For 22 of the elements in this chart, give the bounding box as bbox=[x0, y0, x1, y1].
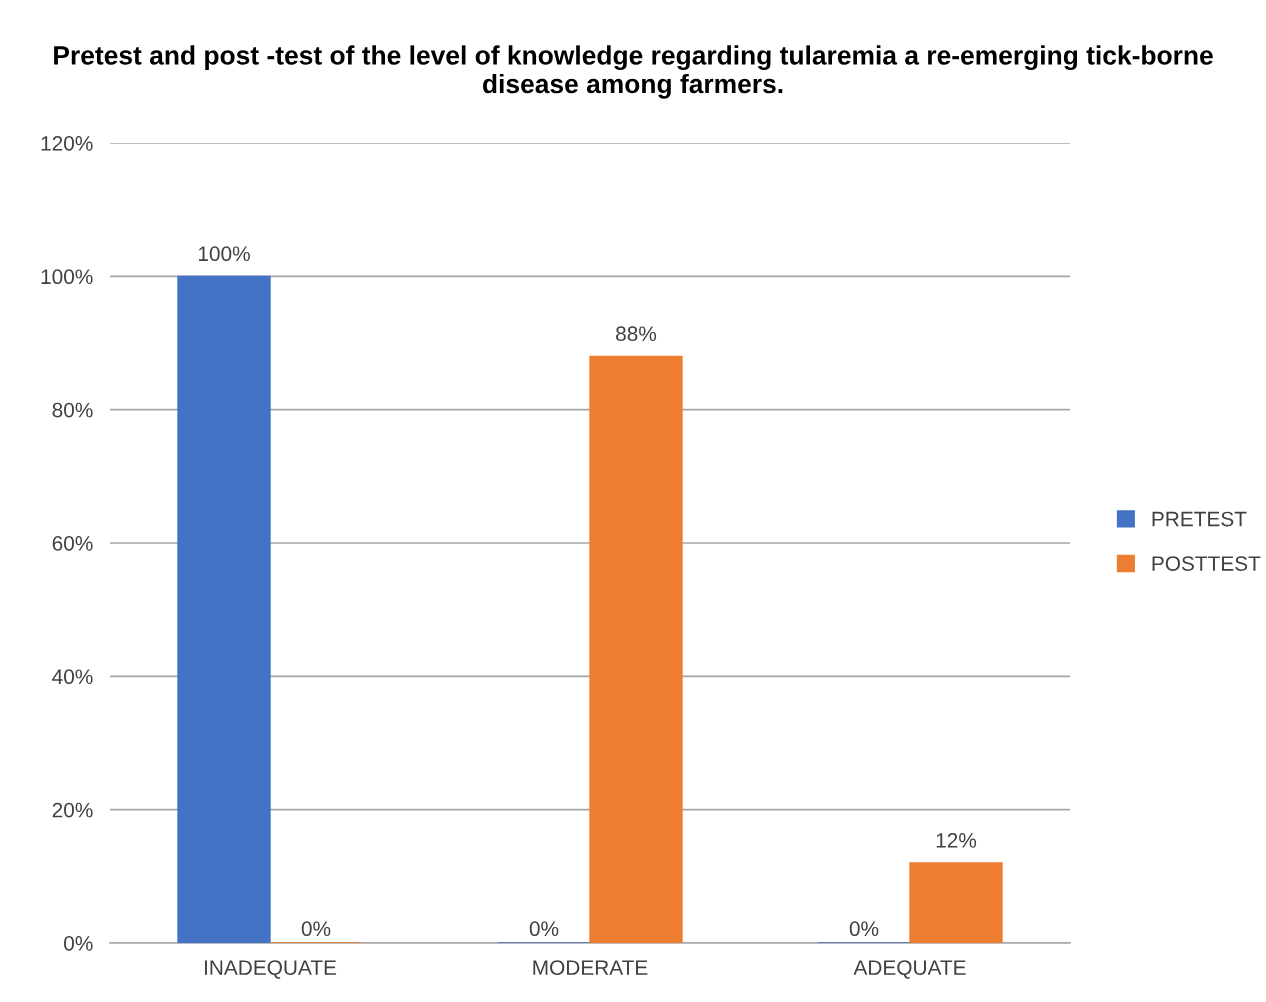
y-tick-label: 100% bbox=[41, 269, 93, 285]
x-tick-label: ADEQUATE bbox=[853, 960, 966, 979]
chart-title: Pretest and post -test of the level of knowledge regarding tularemia a re-emerging tick-borne disease among farmers. bbox=[54, 45, 1213, 99]
y-tick-label: 40% bbox=[52, 669, 93, 685]
y-tick-label: 60% bbox=[52, 536, 93, 551]
bar bbox=[177, 275, 271, 943]
data-label: 100% bbox=[198, 246, 250, 262]
data-label: 12% bbox=[936, 833, 977, 848]
bar bbox=[589, 355, 683, 943]
data-label: 0% bbox=[529, 921, 559, 937]
x-tick-label: INADEQUATE bbox=[204, 960, 337, 979]
y-tick-label: 20% bbox=[52, 802, 93, 818]
bar bbox=[909, 862, 1003, 943]
data-label: 88% bbox=[616, 326, 657, 342]
legend-label: PRETEST bbox=[1152, 511, 1247, 527]
legend-label: POSTTEST bbox=[1152, 556, 1261, 571]
data-label: 0% bbox=[849, 921, 879, 937]
y-tick-label: 120% bbox=[41, 136, 93, 151]
data-label: 0% bbox=[301, 921, 331, 937]
y-tick-label: 0% bbox=[64, 936, 93, 951]
y-tick-label: 80% bbox=[52, 402, 93, 418]
x-tick-label: MODERATE bbox=[533, 960, 648, 975]
